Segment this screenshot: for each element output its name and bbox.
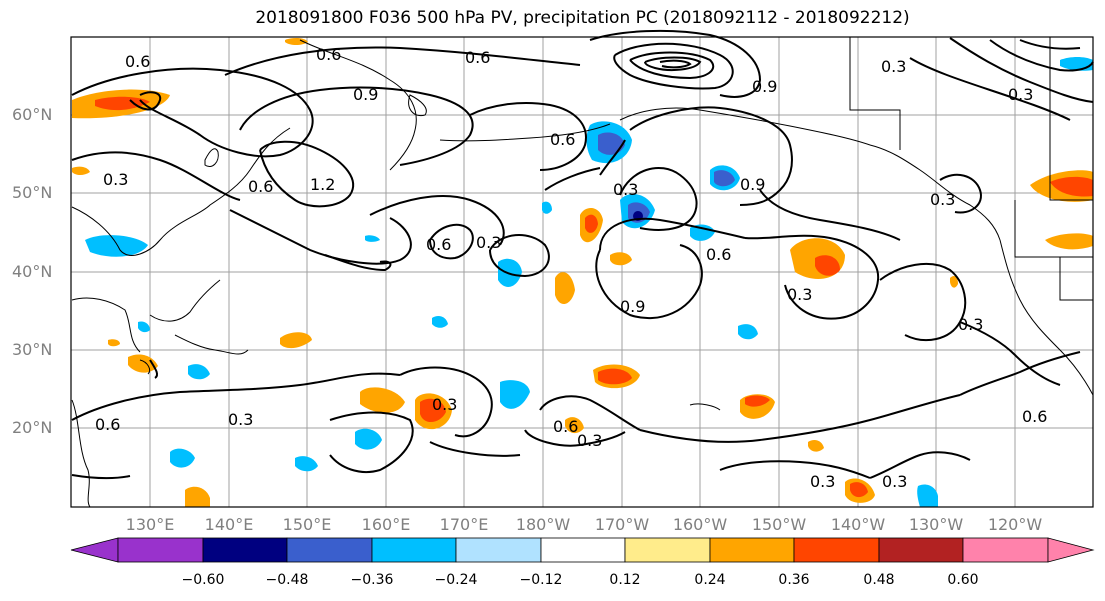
contour-label: 0.3 (1008, 85, 1033, 104)
lon-label: 170°W (594, 515, 650, 534)
contour-label: 0.3 (103, 170, 128, 189)
lon-label: 150°W (751, 515, 807, 534)
colorbar-tick: −0.12 (519, 572, 563, 588)
contour-label: 0.9 (740, 175, 765, 194)
lon-label: 120°W (987, 515, 1043, 534)
colorbar-tick: 0.48 (863, 572, 895, 588)
contour-label: 0.6 (553, 417, 578, 436)
contour-label: 1.2 (310, 175, 335, 194)
lat-label: 30°N (12, 340, 53, 359)
colorbar-extend-right (1047, 537, 1095, 563)
colorbar-tick: −0.36 (350, 572, 394, 588)
coastlines (71, 37, 1094, 508)
contour-label: 0.3 (228, 410, 253, 429)
colorbar-bin (117, 537, 204, 563)
contour-label: 0.6 (95, 415, 120, 434)
contour-label: 0.3 (613, 180, 638, 199)
lon-label: 160°E (361, 515, 411, 534)
lon-label: 130°E (125, 515, 175, 534)
precip-patches (72, 37, 1093, 507)
colorbar-bin (455, 537, 542, 563)
colorbar (70, 537, 1095, 563)
colorbar-bin (540, 537, 626, 563)
contour-label: 0.6 (1022, 407, 1047, 426)
lat-label: 50°N (12, 183, 53, 202)
contour-label: 0.6 (465, 48, 490, 67)
colorbar-bin (962, 537, 1049, 563)
contour-label: 0.6 (706, 245, 731, 264)
colorbar-extend-left (70, 537, 119, 563)
contour-label: 0.3 (432, 395, 457, 414)
contour-label: 0.6 (316, 45, 341, 64)
colorbar-tick: 0.36 (778, 572, 810, 588)
lon-label: 130°W (908, 515, 964, 534)
colorbar-bin (202, 537, 288, 563)
contour-label: 0.6 (550, 130, 575, 149)
map-frame (70, 36, 1094, 508)
pv-contours (71, 29, 1094, 480)
contour-label: 0.9 (353, 85, 378, 104)
contour-label: 0.3 (810, 472, 835, 491)
lat-label: 40°N (12, 262, 53, 281)
contour-labels: 0.6 0.6 0.6 0.9 1.2 0.6 0.3 0.9 0.6 0.6 … (95, 45, 1047, 491)
lon-label: 140°E (204, 515, 254, 534)
contour-label: 0.3 (958, 315, 983, 334)
colorbar-bin (878, 537, 964, 563)
lon-label: 170°E (439, 515, 489, 534)
lat-label: 60°N (12, 105, 53, 124)
contour-label: 0.9 (620, 297, 645, 316)
colorbar-tick: 0.60 (947, 572, 979, 588)
colorbar-tick: −0.48 (265, 572, 309, 588)
contour-label: 0.6 (125, 52, 150, 71)
colorbar-tick: 0.12 (609, 572, 641, 588)
colorbar-tick: 0.24 (694, 572, 726, 588)
contour-label: 0.3 (476, 233, 501, 252)
contour-label: 0.3 (930, 190, 955, 209)
colorbar-bin (709, 537, 795, 563)
colorbar-tick: −0.60 (181, 572, 225, 588)
colorbar-bin (371, 537, 457, 563)
lon-label: 150°E (282, 515, 332, 534)
contour-label: 0.3 (787, 285, 812, 304)
lon-label: 180°W (515, 515, 571, 534)
lat-label: 20°N (12, 418, 53, 437)
map-title: 2018091800 F036 500 hPa PV, precipitatio… (255, 8, 910, 28)
colorbar-bin (793, 537, 880, 563)
contour-label: 0.3 (577, 431, 602, 450)
contour-label: 0.6 (248, 177, 273, 196)
lon-label: 140°W (830, 515, 886, 534)
colorbar-bin (624, 537, 711, 563)
contour-label: 0.9 (752, 77, 777, 96)
colorbar-tick: −0.24 (434, 572, 478, 588)
lon-label: 160°W (672, 515, 728, 534)
contour-label: 0.6 (426, 235, 451, 254)
colorbar-bin (286, 537, 373, 563)
contour-label: 0.3 (881, 57, 906, 76)
contour-label: 0.3 (882, 472, 907, 491)
